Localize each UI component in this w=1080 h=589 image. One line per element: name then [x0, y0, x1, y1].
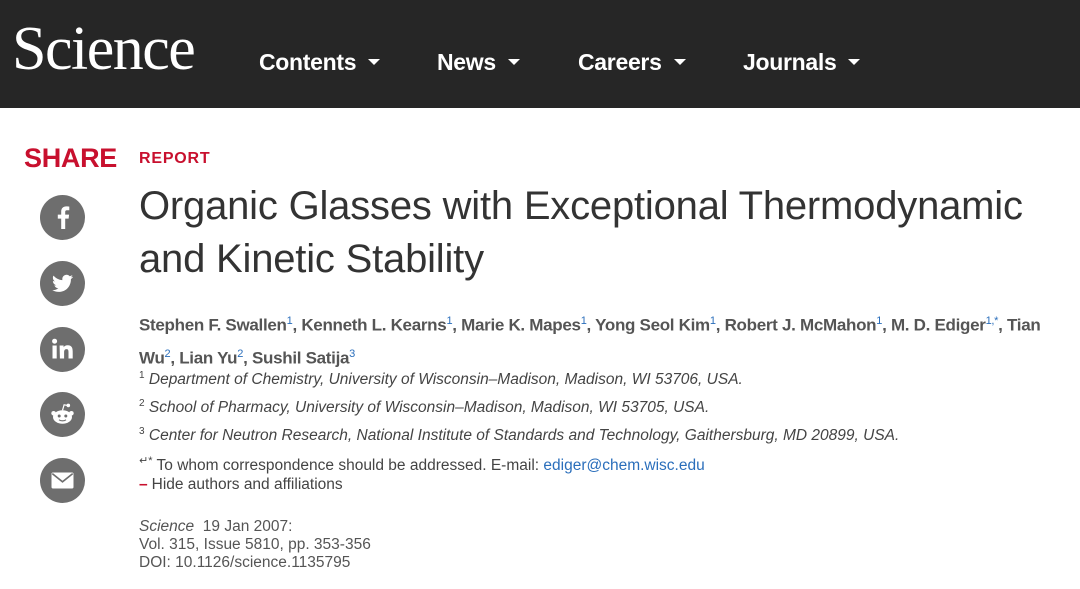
top-nav-bar: Science Contents News Careers Journals: [0, 0, 1080, 108]
reddit-icon: [51, 403, 74, 424]
affiliation-number: 3: [139, 426, 145, 437]
chevron-down-icon: [507, 58, 520, 65]
nav-journals-label: Journals: [743, 49, 837, 75]
nav-journals[interactable]: Journals: [743, 47, 861, 77]
author-name[interactable]: M. D. Ediger: [890, 315, 986, 335]
affiliation-number: 1: [139, 370, 145, 381]
author-name[interactable]: Lian Yu: [179, 348, 238, 368]
correspondence-email-link[interactable]: ediger@chem.wisc.edu: [543, 457, 705, 475]
hide-authors-label: Hide authors and affiliations: [151, 476, 343, 493]
author-name[interactable]: Robert J. McMahon: [724, 315, 877, 335]
share-reddit-button[interactable]: [40, 392, 85, 437]
correspondence-text: To whom correspondence should be address…: [156, 457, 544, 475]
author-list: Stephen F. Swallen1, Kenneth L. Kearns1,…: [139, 315, 1041, 368]
share-facebook-button[interactable]: [40, 195, 85, 240]
share-twitter-button[interactable]: [40, 261, 85, 306]
article-title: Organic Glasses with Exceptional Thermod…: [139, 180, 1049, 286]
affiliation-item: 3 Center for Neutron Research, National …: [139, 426, 899, 445]
author-affiliation-ref: 2: [164, 347, 171, 360]
citation-journal-date: Science 19 Jan 2007:: [139, 518, 292, 536]
linkedin-icon: [52, 338, 73, 359]
citation-volume: Vol. 315, Issue 5810, pp. 353-356: [139, 536, 371, 553]
article-title-line1: Organic Glasses with Exceptional Thermod…: [139, 184, 1023, 228]
chevron-down-icon: [848, 58, 861, 65]
author-affiliation-ref: 1: [580, 315, 587, 327]
author-name[interactable]: Stephen F. Swallen: [139, 315, 287, 335]
author-affiliation-ref: 1: [876, 315, 883, 327]
science-logo[interactable]: Science: [12, 15, 196, 83]
share-linkedin-button[interactable]: [40, 327, 85, 372]
author-name[interactable]: Yong Seol Kim: [595, 315, 710, 335]
facebook-icon: [57, 206, 70, 229]
citation-doi[interactable]: DOI: 10.1126/science.1135795: [139, 554, 351, 571]
author-affiliation-ref: 1,*: [985, 315, 999, 327]
affiliation-text: School of Pharmacy, University of Wiscon…: [148, 399, 710, 417]
citation-journal: Science: [139, 518, 195, 535]
author-affiliation-ref: 2: [237, 347, 244, 360]
author-affiliation-ref: 3: [349, 347, 355, 360]
author-affiliation-ref: 1: [286, 315, 293, 327]
twitter-icon: [52, 274, 73, 292]
nav-careers[interactable]: Careers: [578, 47, 686, 77]
article-type-label: REPORT: [139, 150, 211, 167]
author-affiliation-ref: 1: [709, 315, 716, 327]
nav-news[interactable]: News: [437, 47, 520, 77]
author-name[interactable]: Sushil Satija: [251, 348, 350, 368]
nav-contents-label: Contents: [259, 49, 357, 75]
affiliation-item: 2 School of Pharmacy, University of Wisc…: [139, 398, 709, 417]
email-icon: [51, 472, 74, 489]
minus-icon: –: [139, 476, 148, 493]
share-email-button[interactable]: [40, 458, 85, 503]
affiliation-item: 1 Department of Chemistry, University of…: [139, 370, 743, 389]
correspondence-note: ↵* To whom correspondence should be addr…: [139, 454, 705, 475]
article-title-line2: and Kinetic Stability: [139, 237, 484, 281]
chevron-down-icon: [673, 58, 686, 65]
citation-date: 19 Jan 2007:: [202, 518, 293, 535]
author-affiliation-ref: 1: [446, 315, 453, 327]
author-name[interactable]: Kenneth L. Kearns: [301, 315, 447, 335]
correspondence-mark: ↵*: [139, 455, 153, 467]
nav-contents[interactable]: Contents: [259, 47, 381, 77]
hide-authors-toggle[interactable]: – Hide authors and affiliations: [139, 476, 343, 494]
chevron-down-icon: [368, 58, 381, 65]
author-name[interactable]: Tian Wu: [139, 315, 1041, 368]
nav-news-label: News: [437, 49, 496, 75]
nav-careers-label: Careers: [578, 49, 662, 75]
author-name[interactable]: Marie K. Mapes: [461, 315, 581, 335]
affiliation-text: Department of Chemistry, University of W…: [148, 371, 743, 389]
affiliation-number: 2: [139, 398, 145, 409]
share-heading: SHARE: [24, 143, 118, 173]
affiliation-text: Center for Neutron Research, National In…: [148, 427, 900, 445]
